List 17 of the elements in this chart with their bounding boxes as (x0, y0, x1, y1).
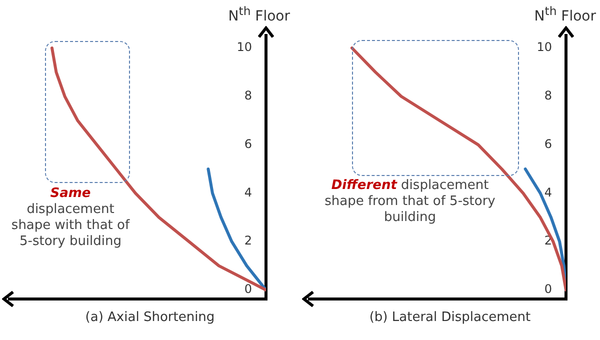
y-tick-label: 4 (244, 185, 252, 200)
x-axis-title: (a) Axial Shortening (84, 310, 216, 325)
y-tick-label: 10 (236, 40, 252, 54)
y-tick-label: 0 (544, 282, 552, 296)
y-axis-title: N$^{th}$ Floor (228, 4, 290, 25)
y-tick-label: 6 (244, 136, 252, 151)
y-axis-title: N$^{th}$ Floor (534, 4, 596, 25)
annotation: Same displacement shape with that of 5-story building (11, 186, 130, 249)
y-tick-label: 2 (244, 234, 252, 248)
y-tick-label: 10 (536, 40, 552, 54)
annotation: Different displacement shape from that of 5-story building (324, 178, 496, 225)
y-tick-label: 4 (544, 185, 552, 200)
y-tick-label: 8 (544, 88, 552, 103)
y-tick-label: 8 (244, 88, 252, 103)
x-axis-title: (b) Lateral Displacement (368, 310, 532, 325)
y-tick-label: 6 (544, 136, 552, 151)
y-tick-label: 0 (244, 282, 252, 296)
